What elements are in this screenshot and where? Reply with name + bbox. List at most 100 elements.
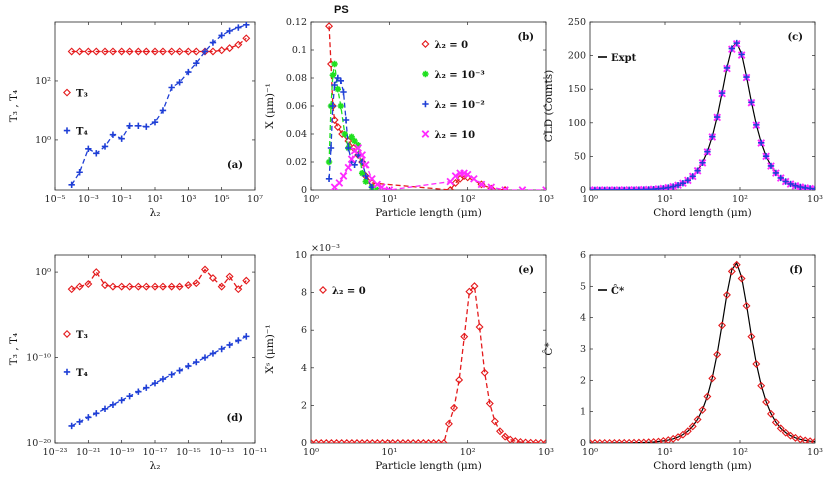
data-point	[92, 47, 101, 56]
data-point	[757, 381, 766, 390]
data-point	[185, 362, 192, 370]
data-point	[125, 282, 134, 291]
data-point	[782, 178, 789, 185]
legend-item: Expt	[598, 53, 637, 64]
data-point	[786, 431, 795, 440]
data-point	[409, 439, 418, 443]
data-point	[767, 409, 775, 418]
data-point	[332, 439, 341, 443]
data-point	[490, 417, 499, 426]
data-point	[327, 439, 336, 443]
panel-a: 10⁻⁵ 10⁻³ 10⁻¹ 10¹ 10³ 10⁵ 10⁷ 10⁰ 10² λ₂ T₃ , T₄ (…	[8, 21, 263, 219]
panel-f: 10⁰ 10¹ 10² 10³ 0 1 2 3 4 5 6 Chord length (μm) Ĉ* (f…	[541, 250, 823, 472]
data-point	[168, 371, 175, 378]
data-point	[109, 401, 117, 408]
data-point	[68, 181, 75, 189]
data-point	[674, 433, 683, 442]
x-tick-label: 10⁰	[303, 194, 319, 205]
series-line	[311, 284, 546, 443]
y-axis-label: Ĉ*	[541, 342, 555, 356]
y-tick-label: 150	[568, 84, 586, 95]
data-point	[678, 430, 687, 439]
data-point	[377, 183, 386, 190]
panel-label: (f)	[789, 265, 803, 276]
x-tick-label: 10¹	[657, 194, 673, 205]
data-point	[501, 186, 509, 190]
y-tick-label: 0.06	[286, 101, 307, 112]
y-axis-label: T₃ , T₄	[8, 90, 20, 122]
data-point	[506, 435, 515, 443]
legend-marker	[422, 70, 429, 78]
data-point	[135, 388, 142, 395]
data-point	[526, 438, 535, 443]
data-point	[175, 282, 184, 291]
data-point	[791, 433, 800, 442]
data-point	[68, 422, 75, 430]
data-point	[801, 436, 810, 443]
y-tick-label: 0.12	[286, 17, 307, 28]
data-point	[126, 122, 133, 130]
data-point	[669, 183, 677, 190]
data-point	[151, 282, 159, 291]
data-point	[414, 439, 423, 443]
x-tick-label: 10²	[732, 194, 748, 205]
axes-frame	[589, 21, 816, 191]
data-point	[142, 47, 151, 56]
data-point	[184, 47, 193, 56]
series-T₄	[68, 333, 250, 430]
data-point	[723, 64, 731, 72]
data-point	[470, 174, 478, 183]
series-unnamed-2	[590, 39, 815, 190]
y-tick-label: 10⁻²⁰	[26, 438, 51, 449]
y-tick-label: 0	[301, 438, 307, 449]
data-point	[542, 186, 546, 190]
series-T₃	[67, 34, 251, 56]
x-tick-label: 10⁻¹⁷	[143, 447, 168, 458]
data-point	[501, 432, 510, 441]
data-point	[75, 47, 84, 56]
data-point	[143, 123, 150, 130]
data-point	[747, 332, 756, 341]
data-point	[684, 177, 692, 184]
data-point	[151, 47, 159, 56]
data-point	[109, 131, 117, 138]
figure-title: PS	[334, 4, 349, 16]
data-point	[93, 410, 100, 417]
data-point	[184, 281, 193, 290]
data-point	[713, 113, 721, 121]
data-point	[117, 282, 126, 291]
legend-label: λ₂ = 10⁻²	[434, 100, 484, 111]
data-point	[341, 130, 348, 138]
data-point	[806, 437, 815, 443]
data-point	[516, 438, 525, 443]
data-point	[429, 439, 438, 443]
x-axis-label: Chord length (μm)	[653, 207, 752, 219]
data-point	[101, 47, 109, 56]
data-point	[738, 51, 745, 58]
data-point	[373, 180, 382, 189]
data-point	[753, 121, 760, 129]
data-point	[76, 169, 83, 176]
data-point	[201, 48, 209, 55]
series-λ₂ = 0	[311, 282, 546, 443]
data-point	[781, 428, 790, 437]
panel-b: 10⁰ 10¹ 10² 10³ 0 0.02 0.04 0.06 0.08 0.1 0.12 Part…	[264, 17, 554, 219]
legend-label: λ₂ = 0	[332, 286, 366, 297]
legend-item: T₄	[63, 127, 88, 138]
data-point	[480, 368, 489, 377]
data-point	[465, 287, 474, 296]
data-point	[317, 439, 326, 443]
data-point	[434, 439, 443, 443]
data-point	[235, 24, 242, 31]
y-tick-label: 0.08	[286, 73, 307, 84]
data-point	[665, 184, 672, 190]
data-point	[193, 358, 200, 366]
data-point	[722, 290, 731, 299]
data-point	[159, 375, 167, 383]
x-axis-label: λ₂	[150, 460, 161, 472]
data-point	[337, 102, 344, 110]
x-tick-label: 10⁰	[582, 194, 598, 205]
data-point	[767, 162, 775, 170]
x-tick-label: 10¹	[381, 194, 397, 205]
y-tick-label: 10⁰	[35, 267, 51, 278]
